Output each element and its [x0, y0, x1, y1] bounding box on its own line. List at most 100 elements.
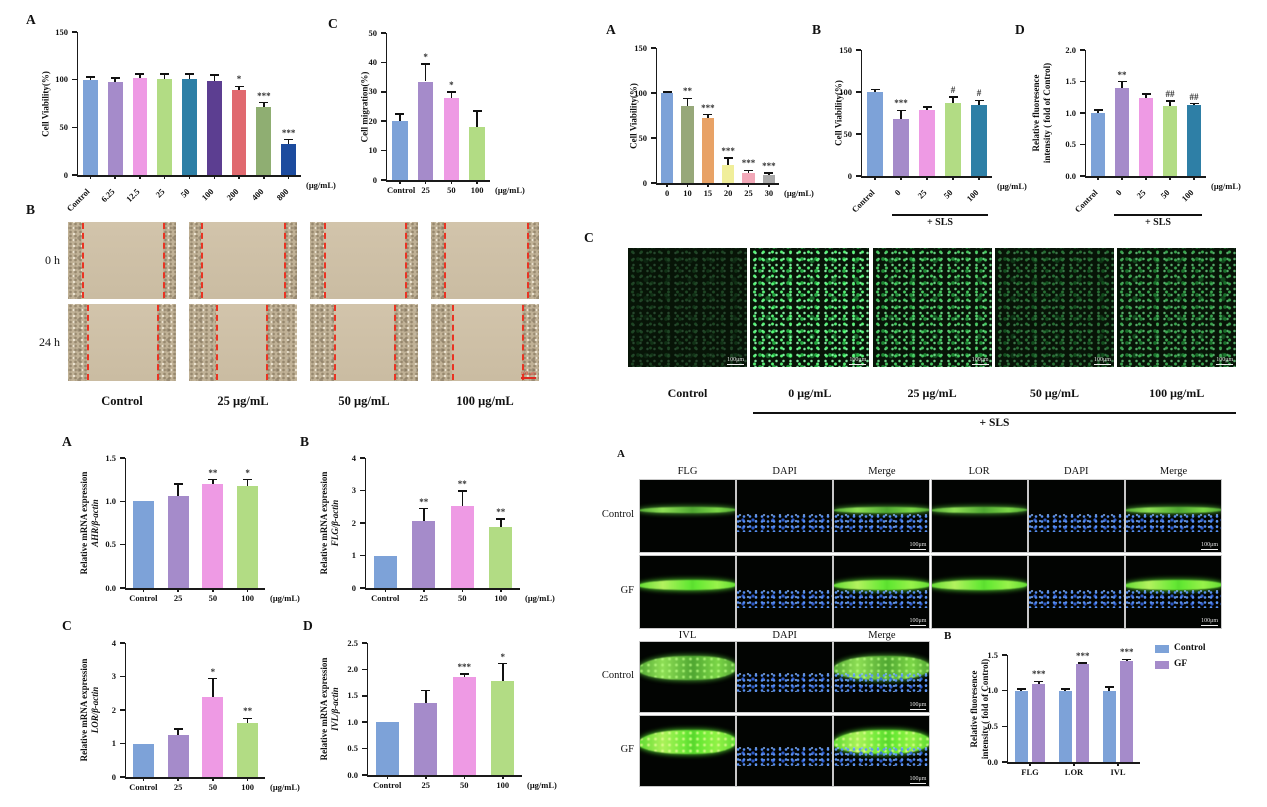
chart-viability-sls-treatment: Cell Viability(%) 0 50 100 150 Control *** 0 25 #… [805, 38, 1027, 230]
x-tick-mark [213, 175, 216, 179]
error-bar-cap [974, 99, 984, 102]
dapi-band-blue [834, 589, 930, 608]
error-bar-line [707, 114, 709, 119]
if-row-label: GF [620, 744, 634, 755]
error-bar-line [463, 674, 465, 678]
dapi-band-blue [1028, 589, 1124, 608]
error-bar-cap [703, 113, 713, 116]
error-bar-line [978, 100, 980, 106]
chart-cell-migration: Cell migration(%) 0 10 20 30 40 50 Control * 25 * 5… [335, 25, 535, 210]
x-axis-unit: (μg/mL) [495, 185, 525, 195]
bar [1186, 105, 1202, 176]
y-tick-label: 0 [372, 174, 377, 185]
legend-label: GF [1174, 659, 1188, 669]
dapi-band-blue [737, 746, 833, 767]
error-bar-cap [683, 97, 692, 100]
if-image-tile: 100μm [833, 479, 931, 553]
error-bar-cap [1189, 102, 1199, 105]
error-bar-cap [1078, 662, 1088, 664]
y-tick-mark [71, 174, 77, 176]
x-tick-label: 30 [764, 188, 774, 198]
cell-monolayer-left [431, 222, 444, 299]
y-tick-mark [361, 695, 367, 697]
x-tick-label: 25 [173, 593, 183, 603]
error-bar-cap [496, 518, 506, 520]
stain-band-green [640, 730, 735, 754]
error-bar-cap [395, 113, 405, 115]
significance-label: ## [1165, 89, 1175, 100]
error-bar-line [500, 519, 502, 528]
wound-edge-line-left [324, 223, 327, 298]
x-tick-label: 50 [208, 593, 218, 603]
y-axis-label-line: Cell migration(%) [359, 71, 370, 142]
y-tick-mark [359, 457, 365, 459]
chart-mrna-flg: Relative mRNA expression FLG/β-actin 0 1 2 3 4… [288, 445, 570, 617]
chart-fluorescence-intensity-sls: Relative fluoresence intensity ( fold of … [1018, 38, 1266, 230]
y-tick-label: 40 [368, 56, 378, 67]
if-image-tile [1027, 479, 1125, 553]
scale-bar: 100μm [909, 618, 927, 626]
x-tick-label: 100 [241, 593, 254, 603]
scratch-image-tile [431, 222, 539, 299]
error-bar-line [1038, 681, 1040, 684]
significance-label: *** [1032, 669, 1046, 680]
x-tick-mark [212, 777, 214, 781]
x-tick-mark [500, 588, 502, 592]
bar [489, 527, 513, 588]
x-tick-mark [978, 176, 980, 180]
y-tick-mark [855, 49, 861, 51]
error-bar-cap [110, 77, 120, 79]
y-axis [364, 458, 366, 590]
dapi-band-blue [737, 513, 833, 532]
bar [1114, 87, 1130, 176]
cell-monolayer-left [189, 222, 201, 299]
y-tick-mark [380, 61, 386, 64]
x-tick-mark [1145, 176, 1147, 180]
wound-edge-line-left [200, 223, 203, 298]
y-tick-label: 1.5 [105, 452, 116, 463]
y-tick-mark [359, 489, 365, 492]
error-bar-cap [1060, 688, 1070, 690]
chart-mrna-ahr: Relative mRNA expression AHR/β-actin 0.0 0.… [48, 445, 320, 617]
chart-cell-viability-dose: Cell Viability(%) 0 50 100 150 Control 6.25 12.… [16, 22, 346, 217]
error-bar-line [89, 76, 92, 80]
x-tick-label: 50 [458, 593, 467, 603]
scratch-row-label: 0 h [45, 252, 60, 267]
x-axis-unit: (μg/mL) [1211, 181, 1241, 191]
error-bar-line [768, 173, 770, 175]
error-bar-cap [446, 91, 456, 93]
significance-label: *** [701, 102, 715, 113]
error-bar-line [727, 157, 729, 165]
x-axis [366, 775, 522, 777]
y-tick-label: 3 [351, 485, 356, 495]
y-tick-label: 150 [839, 44, 852, 55]
y-axis-label: Cell migration(%) [360, 71, 371, 142]
y-tick-mark [119, 543, 125, 546]
if-column-header: Merge [868, 630, 896, 641]
x-tick-mark [926, 176, 928, 180]
error-bar-line [177, 728, 179, 736]
y-tick-mark [119, 742, 125, 745]
scratch-image-tile [189, 304, 297, 381]
significance-label: # [976, 88, 982, 99]
y-tick-mark [650, 137, 656, 139]
scratch-column-label: 50 μg/mL [338, 394, 390, 408]
error-bar-line [287, 139, 290, 144]
wound-edge-line-left [443, 223, 446, 298]
if-column-header: DAPI [772, 630, 797, 641]
scratch-image-tile [310, 304, 418, 381]
if-column-header: FLG [677, 466, 698, 477]
x-tick-label: 25 [421, 780, 431, 790]
if-row-label: GF [620, 585, 634, 596]
x-tick-label: LOR [1064, 767, 1084, 777]
bar [202, 484, 224, 588]
x-tick-label: FLG [1021, 767, 1039, 777]
bar [1014, 690, 1028, 762]
scale-bar: 100μm [909, 542, 927, 550]
x-tick-label: Control [387, 185, 416, 195]
x-axis-unit: (μg/mL) [784, 188, 814, 198]
scratch-row-label: 24 h [39, 334, 60, 349]
wound-edge-line-right [163, 223, 166, 298]
bar [132, 501, 154, 588]
x-tick-mark [163, 175, 166, 179]
